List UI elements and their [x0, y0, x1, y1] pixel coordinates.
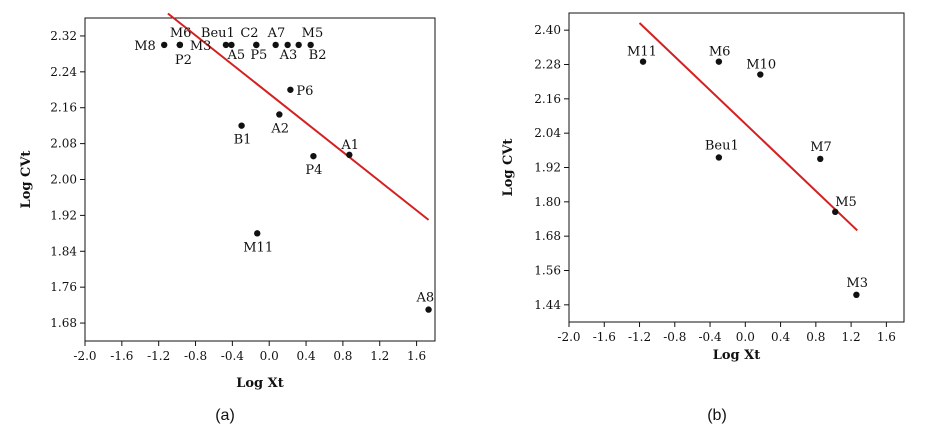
y-axis-title: Log CVt — [19, 151, 34, 209]
data-point-p6 — [287, 86, 294, 93]
y-axis-title: Log CVt — [501, 139, 516, 197]
data-point-beu1 — [222, 41, 230, 49]
point-label-m7: M7 — [810, 140, 832, 155]
y-tick-label: 2.08 — [50, 137, 77, 151]
point-label-a3: A3 — [279, 48, 298, 63]
data-point-m8 — [161, 41, 168, 49]
point-label-m11: M11 — [243, 240, 273, 255]
y-tick-label: 2.28 — [534, 58, 561, 72]
regression-line — [167, 12, 430, 221]
point-label-b2: B2 — [309, 48, 327, 63]
data-point-a5 — [228, 41, 235, 49]
point-label-m11: M11 — [627, 45, 657, 60]
chart-panel-a: -2.0 -1.6 -1.2 -0.8 -0.4 0.0 0.4 0.8 1.2 1.6 1.68 1… — [19, 12, 436, 424]
x-tick-label: 0.4 — [771, 330, 790, 344]
data-point-m11 — [639, 58, 647, 65]
x-tick-label: 1.6 — [877, 330, 896, 344]
y-tick-label: 1.84 — [50, 244, 77, 258]
y-tick-label: 1.76 — [50, 280, 77, 294]
point-label-c2: C2 — [240, 26, 258, 41]
x-tick-label: 0.8 — [806, 330, 825, 344]
y-tick-label: 1.68 — [534, 229, 561, 243]
point-label-a7: A7 — [267, 26, 286, 41]
data-point-a1 — [346, 151, 353, 159]
x-tick-label: 0.4 — [297, 349, 316, 363]
data-point-m3 — [853, 291, 860, 299]
y-tick-label: 2.32 — [50, 29, 77, 43]
y-tick-label: 1.68 — [50, 316, 77, 330]
y-tick-label: 2.40 — [534, 23, 561, 37]
y-tick-label: 1.44 — [534, 298, 561, 312]
data-point-a8 — [425, 306, 432, 313]
point-label-m5: M5 — [302, 26, 324, 41]
y-tick-label: 1.92 — [50, 208, 77, 222]
x-tick-label: -2.0 — [557, 330, 580, 344]
x-tick-label: -1.2 — [147, 349, 170, 363]
x-tick-label: -1.6 — [110, 349, 133, 363]
data-point-m10 — [757, 71, 764, 78]
panel-caption: (a) — [215, 407, 235, 424]
data-point-a3 — [284, 41, 291, 49]
data-point-a2 — [276, 111, 283, 118]
y-tick-label: 1.56 — [534, 264, 561, 278]
point-label-b1: B1 — [234, 133, 252, 148]
point-label-a2: A2 — [270, 121, 289, 136]
point-label-p4: P4 — [305, 163, 322, 178]
x-tick-label: -0.4 — [221, 349, 245, 363]
data-point-p5 — [253, 41, 260, 49]
data-point-b1 — [238, 122, 245, 129]
y-tick-label: 2.16 — [50, 101, 77, 115]
point-label-m10: M10 — [746, 58, 776, 73]
y-tick-label: 2.24 — [50, 65, 77, 79]
data-point-m5 — [832, 208, 839, 216]
point-label-a5: A5 — [226, 48, 245, 63]
chart-panel-b: -2.0 -1.6 -1.2 -0.8 -0.4 0.0 0.4 0.8 1.2 1.6 1.44 1… — [501, 12, 905, 424]
x-tick-label: -0.4 — [698, 330, 722, 344]
x-tick-label: -0.8 — [663, 330, 686, 344]
y-tick-label: 2.16 — [534, 92, 561, 106]
point-label-p2: P2 — [175, 53, 192, 68]
y-tick-label: 1.92 — [534, 161, 561, 175]
y-tick-label: 2.00 — [50, 173, 77, 187]
data-point-m6 — [715, 58, 723, 65]
x-tick-label: 0.0 — [260, 349, 279, 363]
panel-caption: (b) — [707, 407, 727, 424]
x-axis-title: Log Xt — [713, 348, 761, 363]
data-point-b2 — [307, 41, 314, 49]
x-tick-label: 1.2 — [370, 349, 389, 363]
data-point-m11 — [254, 230, 261, 237]
data-point-a7 — [272, 41, 279, 49]
y-tick-label: 1.80 — [534, 195, 561, 209]
x-tick-label: -1.2 — [628, 330, 651, 344]
data-point-m5 — [295, 41, 302, 49]
x-tick-label: -0.8 — [184, 349, 207, 363]
point-label-m3: M3 — [846, 276, 868, 291]
regression-line — [638, 22, 858, 232]
point-label-a8: A8 — [416, 291, 435, 306]
x-tick-label: 1.2 — [842, 330, 861, 344]
point-label-p5: P5 — [250, 48, 267, 63]
point-label-m6: M6 — [170, 26, 192, 41]
point-label-m3: M3 — [190, 39, 212, 54]
point-label-beu1: Beu1 — [705, 138, 739, 153]
point-label-p6: P6 — [296, 84, 313, 99]
point-label-m6: M6 — [709, 45, 731, 60]
x-tick-label: 0.0 — [736, 330, 755, 344]
data-point-p4 — [310, 152, 317, 160]
data-point-m7 — [817, 155, 824, 163]
point-label-m5: M5 — [835, 195, 857, 210]
point-label-a1: A1 — [340, 138, 359, 153]
y-tick-label: 2.04 — [534, 126, 561, 140]
x-tick-label: -1.6 — [593, 330, 616, 344]
plot-frame — [84, 17, 436, 342]
point-label-beu1: Beu1 — [201, 26, 235, 41]
data-point-m3 — [176, 41, 184, 49]
x-tick-label: 0.8 — [333, 349, 352, 363]
point-label-m8: M8 — [134, 39, 156, 54]
data-point-beu1 — [715, 154, 723, 161]
x-tick-label: -2.0 — [73, 349, 96, 363]
x-tick-label: 1.6 — [407, 349, 426, 363]
x-axis-title: Log Xt — [236, 376, 284, 391]
